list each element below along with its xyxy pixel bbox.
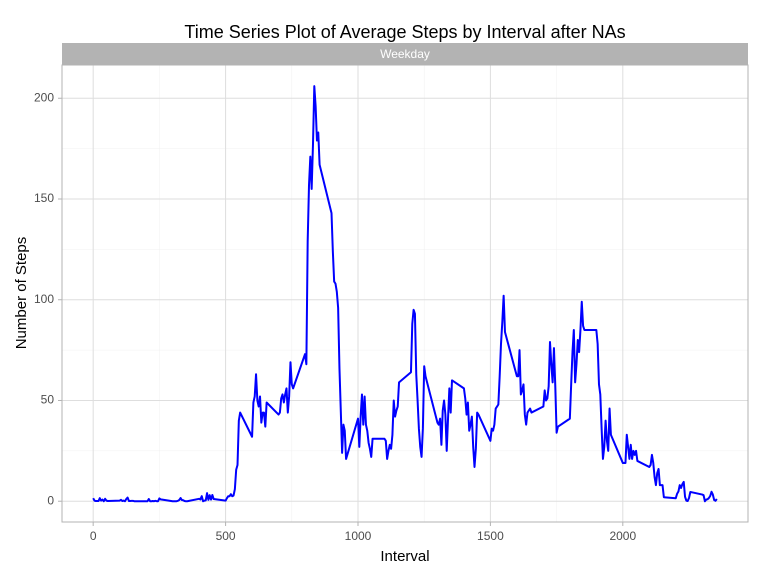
x-tick-label: 0 bbox=[90, 529, 97, 543]
x-tick-label: 1500 bbox=[477, 529, 504, 543]
y-tick-label: 50 bbox=[41, 393, 55, 407]
y-axis-label: Number of Steps bbox=[13, 237, 30, 350]
x-axis-label: Interval bbox=[380, 548, 429, 565]
y-tick-label: 100 bbox=[34, 292, 54, 306]
panel-border bbox=[61, 64, 749, 523]
y-tick-label: 0 bbox=[47, 493, 54, 507]
chart-title: Time Series Plot of Average Steps by Int… bbox=[184, 22, 625, 42]
y-tick-label: 200 bbox=[34, 90, 54, 104]
panel-label: Weekday bbox=[380, 47, 430, 61]
plot-area bbox=[92, 85, 718, 503]
x-tick-label: 1000 bbox=[345, 529, 372, 543]
x-tick-label: 500 bbox=[216, 529, 236, 543]
x-tick-label: 2000 bbox=[609, 529, 636, 543]
line-series bbox=[92, 85, 718, 503]
y-tick-label: 150 bbox=[34, 191, 54, 205]
grid bbox=[62, 65, 748, 522]
panel-strip bbox=[62, 43, 748, 65]
